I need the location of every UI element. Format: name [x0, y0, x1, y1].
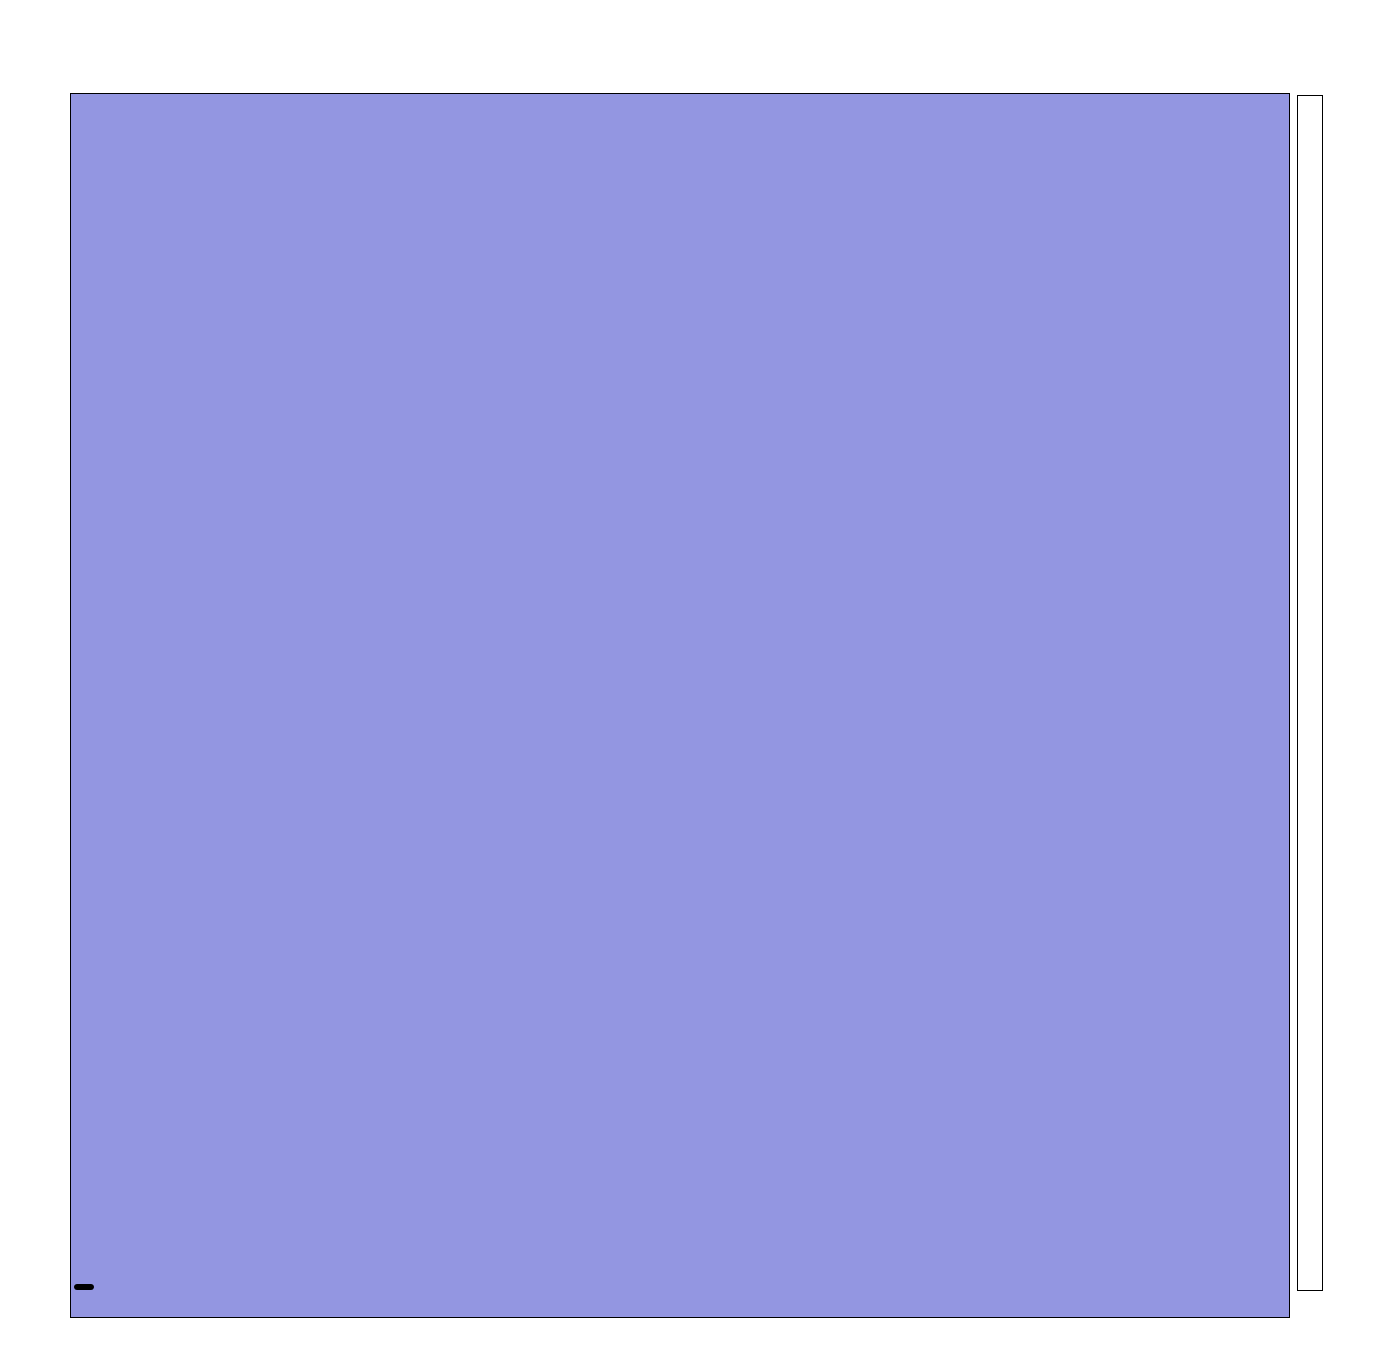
colorbar-gradient-canvas	[1298, 96, 1322, 1290]
satellite-map-frame	[70, 93, 1290, 1318]
satellite-image-canvas	[71, 94, 1288, 1316]
colorbar	[1297, 95, 1323, 1291]
copyright-badge	[74, 1284, 94, 1290]
